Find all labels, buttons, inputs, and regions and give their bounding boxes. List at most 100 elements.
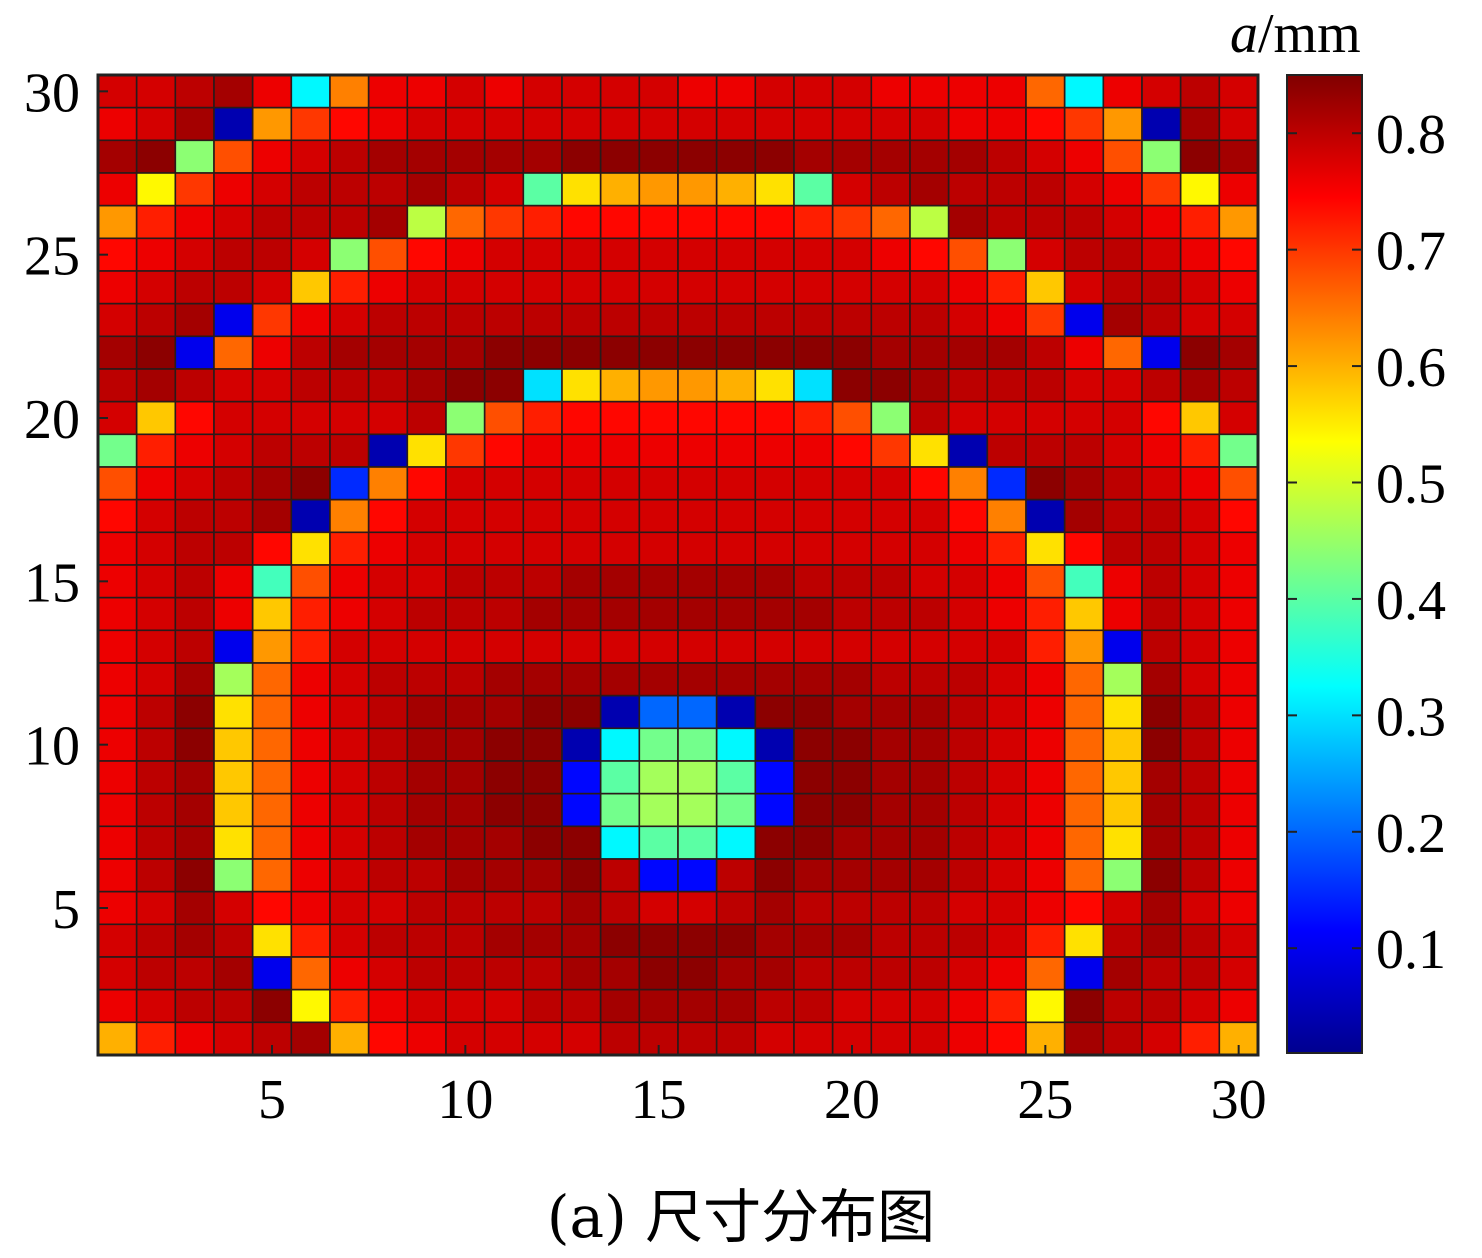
heatmap-cell: [174, 106, 215, 142]
heatmap-cell: [97, 204, 138, 240]
heatmap-cell: [909, 858, 950, 893]
heatmap-cell: [909, 792, 950, 828]
heatmap-cell: [1102, 792, 1143, 828]
heatmap-cell: [290, 988, 331, 1024]
heatmap-cell: [213, 662, 254, 697]
heatmap-cell: [1025, 302, 1066, 338]
heatmap-cell: [1141, 596, 1182, 632]
heatmap-cell: [522, 564, 563, 599]
colorbar-ticks: 0.1 0.2 0.3 0.4 0.5 0.6 0.7 0.8: [1287, 104, 1446, 981]
heatmap-cell: [174, 302, 215, 338]
heatmap-cell: [367, 629, 409, 664]
heatmap-cell: [986, 792, 1027, 828]
heatmap-cell: [213, 890, 254, 926]
heatmap-cell: [1179, 139, 1221, 174]
y-tick-label: 25: [24, 226, 80, 288]
heatmap-cell: [290, 270, 331, 305]
heatmap-cell: [290, 694, 331, 730]
heatmap-cell: [445, 270, 486, 305]
heatmap-cell: [290, 74, 331, 109]
heatmap-cell: [1102, 890, 1143, 926]
heatmap-cell: [1218, 825, 1259, 860]
heatmap-cell: [1141, 825, 1182, 860]
heatmap-cell: [522, 923, 563, 958]
heatmap-cell: [251, 890, 293, 926]
heatmap-cell: [135, 825, 177, 860]
heatmap-cell: [522, 139, 563, 174]
heatmap-cell: [290, 106, 331, 142]
heatmap-cell: [1102, 727, 1143, 762]
colorbar-tick-label: 0.2: [1376, 803, 1446, 865]
heatmap-cell: [715, 270, 757, 305]
heatmap-cell: [1218, 858, 1259, 893]
heatmap-cell: [831, 694, 873, 730]
heatmap-cell: [251, 433, 293, 468]
heatmap-cell: [677, 237, 718, 272]
heatmap-cell: [1141, 302, 1182, 338]
heatmap-cell: [445, 792, 486, 828]
heatmap-cell: [909, 956, 950, 991]
heatmap-cell: [1063, 204, 1105, 240]
heatmap-cell: [97, 498, 138, 534]
heatmap-cell: [986, 760, 1027, 795]
heatmap-cell: [251, 106, 293, 142]
heatmap-cell: [406, 400, 447, 436]
heatmap-cell: [986, 270, 1027, 305]
heatmap-cell: [986, 335, 1027, 370]
heatmap-cell: [483, 760, 525, 795]
heatmap-cell: [251, 956, 293, 991]
heatmap-cell: [831, 988, 873, 1024]
heatmap-cell: [174, 988, 215, 1024]
heatmap-cell: [947, 760, 989, 795]
heatmap-cell: [1141, 858, 1182, 893]
heatmap-cell: [677, 923, 718, 958]
heatmap-cell: [251, 270, 293, 305]
heatmap-cell: [213, 694, 254, 730]
heatmap-cell: [213, 172, 254, 207]
heatmap-cell: [677, 956, 718, 991]
heatmap-cell: [213, 368, 254, 403]
heatmap-cell: [445, 139, 486, 174]
heatmap-cell: [135, 498, 177, 534]
heatmap-cell: [483, 172, 525, 207]
heatmap-cell: [715, 596, 757, 632]
heatmap-cell: [406, 1021, 447, 1056]
heatmap-cell: [1025, 727, 1066, 762]
heatmap-cell: [831, 825, 873, 860]
heatmap-cell: [870, 727, 911, 762]
heatmap-cell: [174, 923, 215, 958]
heatmap-cell: [793, 596, 834, 632]
heatmap-cell: [483, 368, 525, 403]
heatmap-cell: [1025, 270, 1066, 305]
heatmap-cell: [174, 466, 215, 501]
heatmap-cell: [677, 531, 718, 566]
heatmap-cell: [213, 825, 254, 860]
heatmap-cell: [561, 662, 602, 697]
heatmap-cell: [1218, 629, 1259, 664]
heatmap-cell: [947, 1021, 989, 1056]
heatmap-cell: [599, 825, 641, 860]
heatmap-cell: [599, 694, 641, 730]
heatmap-cell: [677, 466, 718, 501]
heatmap-cell: [406, 433, 447, 468]
heatmap-cell: [367, 204, 409, 240]
heatmap-cell: [831, 400, 873, 436]
heatmap-cell: [445, 988, 486, 1024]
heatmap-cell: [793, 531, 834, 566]
heatmap-cell: [1025, 825, 1066, 860]
heatmap-cell: [290, 302, 331, 338]
heatmap-cell: [213, 956, 254, 991]
heatmap-cell: [947, 792, 989, 828]
heatmap-cell: [97, 629, 138, 664]
heatmap-cell: [599, 858, 641, 893]
heatmap-cell: [561, 368, 602, 403]
heatmap-cell: [793, 727, 834, 762]
heatmap-cell: [1102, 825, 1143, 860]
heatmap-cell: [947, 237, 989, 272]
heatmap-cell: [638, 74, 679, 109]
heatmap-cell: [367, 890, 409, 926]
heatmap-cell: [677, 694, 718, 730]
heatmap-cell: [251, 694, 293, 730]
heatmap-cell: [754, 204, 795, 240]
